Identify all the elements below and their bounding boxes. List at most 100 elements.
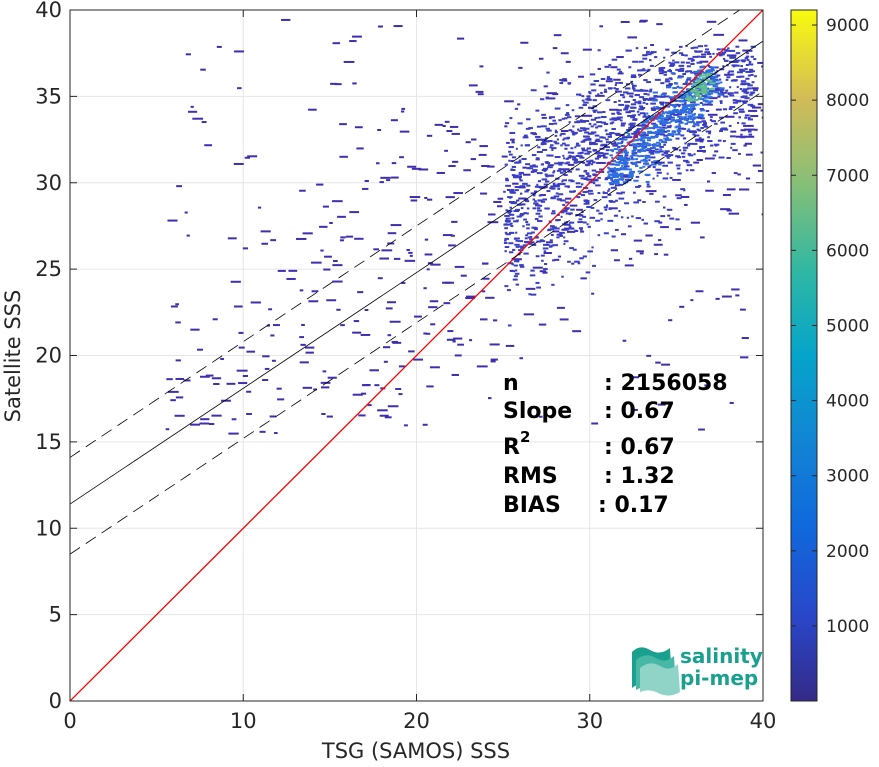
density-bin	[391, 176, 399, 179]
density-bin	[703, 71, 708, 74]
density-bin	[675, 137, 680, 140]
density-bin	[664, 101, 670, 104]
density-bin	[556, 138, 560, 141]
density-bin	[651, 122, 656, 125]
density-bin	[508, 146, 514, 149]
density-bin	[554, 258, 560, 261]
density-bin	[563, 157, 566, 160]
density-bin	[676, 85, 680, 88]
density-bin	[726, 156, 731, 159]
density-bin	[626, 49, 632, 52]
density-bin	[632, 118, 638, 121]
density-bin	[707, 92, 714, 95]
density-bin	[685, 61, 690, 64]
density-bin	[748, 60, 752, 63]
stat-r-value: : 0.67	[604, 435, 675, 460]
density-bin	[654, 131, 661, 134]
density-bin	[642, 131, 646, 134]
density-bin	[330, 82, 338, 85]
density-bin	[582, 255, 587, 258]
density-bin	[725, 78, 729, 81]
density-bin	[741, 337, 749, 340]
density-bin	[620, 20, 630, 23]
density-bin	[597, 67, 601, 70]
density-bin	[532, 198, 536, 201]
density-bin	[582, 191, 588, 194]
density-bin	[175, 303, 180, 306]
density-bin	[383, 360, 388, 363]
density-bin	[693, 78, 697, 81]
density-bin	[403, 424, 408, 427]
density-bin	[487, 221, 499, 224]
density-bin	[692, 59, 695, 62]
density-bin	[748, 63, 754, 66]
density-bin	[640, 155, 645, 158]
density-bin	[632, 151, 635, 154]
density-bin	[497, 205, 503, 208]
density-bin	[722, 57, 726, 60]
density-bin	[753, 89, 758, 92]
density-bin	[190, 328, 200, 331]
density-bin	[545, 127, 550, 130]
density-bin	[542, 167, 549, 170]
colorbar-tick-label: 1000	[826, 617, 869, 637]
density-bin	[512, 248, 516, 251]
density-bin	[669, 176, 673, 179]
density-bin	[712, 77, 716, 80]
density-bin	[647, 115, 650, 118]
y-tick-label: 30	[35, 171, 62, 195]
density-bin	[744, 97, 750, 100]
density-bin	[738, 108, 744, 111]
density-bin	[622, 160, 628, 163]
density-bin	[320, 381, 331, 384]
density-bin	[518, 186, 526, 189]
density-bin	[584, 131, 589, 134]
density-bin	[704, 384, 709, 387]
density-bin	[592, 161, 596, 164]
density-bin	[559, 82, 564, 85]
y-tick-label: 25	[35, 257, 62, 281]
density-bin	[646, 127, 649, 130]
density-bin	[510, 188, 515, 191]
y-tick-label: 35	[35, 84, 62, 108]
density-bin	[686, 82, 693, 85]
density-bin	[724, 128, 729, 131]
density-bin	[576, 196, 581, 199]
density-bin	[620, 119, 623, 122]
density-bin	[630, 171, 634, 174]
density-bin	[550, 144, 554, 147]
density-bin	[561, 117, 565, 120]
density-cloud	[165, 18, 763, 435]
density-bin	[426, 385, 434, 388]
density-bin	[261, 242, 269, 245]
density-bin	[616, 109, 623, 112]
density-bin	[509, 117, 513, 120]
density-bin	[543, 263, 548, 266]
density-bin	[636, 127, 641, 130]
density-bin	[453, 192, 463, 195]
density-bin	[504, 163, 508, 166]
density-bin	[645, 234, 653, 237]
density-bin	[449, 125, 459, 128]
density-bin	[700, 109, 706, 112]
density-bin	[360, 333, 371, 336]
density-bin	[624, 202, 630, 205]
density-bin	[631, 87, 636, 90]
density-bin	[478, 153, 487, 156]
density-bin	[510, 190, 514, 193]
density-bin	[551, 147, 557, 150]
density-bin	[639, 128, 642, 131]
density-bin	[553, 140, 557, 143]
regression-minus-2rms-line	[70, 90, 763, 555]
y-axis-label: Satellite SSS	[1, 290, 25, 423]
density-bin	[722, 194, 731, 197]
density-bin	[175, 396, 184, 399]
density-bin	[630, 106, 635, 109]
density-bin	[645, 53, 652, 56]
density-bin	[645, 53, 649, 56]
density-bin	[587, 137, 592, 140]
density-bin	[611, 235, 616, 238]
density-bin	[698, 82, 705, 85]
density-bin	[697, 45, 704, 48]
logo-line2: pi-mep	[680, 666, 758, 690]
